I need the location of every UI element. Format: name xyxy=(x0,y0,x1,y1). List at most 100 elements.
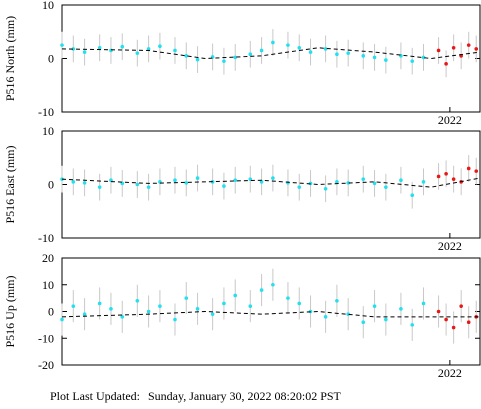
plot-frame xyxy=(61,257,481,366)
data-point xyxy=(82,312,87,316)
data-point xyxy=(222,59,226,63)
data-point xyxy=(421,301,426,306)
data-point xyxy=(271,282,275,287)
data-point xyxy=(286,43,290,47)
data-point xyxy=(335,52,339,57)
data-point xyxy=(97,185,102,189)
data-point xyxy=(146,47,151,51)
data-point xyxy=(384,58,388,62)
data-point xyxy=(323,47,328,51)
data-point xyxy=(361,177,366,181)
data-point xyxy=(173,178,177,183)
data-point xyxy=(248,52,253,57)
data-point xyxy=(135,51,140,55)
data-point xyxy=(308,50,313,54)
x-tick-label: 2022 xyxy=(438,113,462,127)
data-point xyxy=(233,293,238,298)
data-point xyxy=(335,180,339,184)
data-point xyxy=(146,185,151,189)
data-point xyxy=(158,304,162,308)
data-point xyxy=(158,44,162,48)
data-point xyxy=(474,47,479,51)
data-point xyxy=(459,304,463,308)
y-tick-label: 20 xyxy=(42,251,54,265)
footer-label: Plot Last Updated: xyxy=(50,389,140,403)
data-point xyxy=(421,180,426,184)
y-tick-label: -10 xyxy=(38,105,54,119)
y-axis-title: P516 North (mm) xyxy=(3,16,17,101)
data-point xyxy=(436,309,441,314)
data-point xyxy=(361,320,366,325)
y-tick-label: 0 xyxy=(48,305,54,319)
model-line xyxy=(61,47,481,60)
y-tick-label: 0 xyxy=(48,52,54,66)
x-tick-label: 2022 xyxy=(438,366,462,380)
model-line xyxy=(61,310,480,318)
data-point xyxy=(346,181,350,185)
data-point xyxy=(399,178,403,183)
data-point xyxy=(346,51,350,55)
data-point xyxy=(97,46,102,50)
data-point xyxy=(271,176,275,180)
data-point xyxy=(399,307,403,311)
data-point xyxy=(259,48,264,53)
data-point xyxy=(271,40,275,45)
data-point xyxy=(184,181,189,185)
data-point xyxy=(286,296,290,300)
data-point xyxy=(361,54,366,58)
data-point xyxy=(109,307,113,311)
data-point xyxy=(335,299,339,303)
data-point xyxy=(222,184,226,188)
x-tick-label: 2022 xyxy=(438,239,462,253)
footer-value: Sunday, January 30, 2022 08:20:02 PST xyxy=(148,389,342,403)
data-point xyxy=(135,182,140,187)
data-point xyxy=(210,312,215,316)
data-point xyxy=(451,177,456,181)
data-point xyxy=(421,55,426,60)
data-point xyxy=(466,43,471,47)
data-point xyxy=(120,315,125,319)
y-tick-label: -10 xyxy=(38,331,54,345)
data-point xyxy=(384,317,388,322)
data-point xyxy=(297,46,302,50)
data-point xyxy=(323,186,328,191)
data-point xyxy=(466,166,471,171)
data-point xyxy=(60,43,64,47)
data-point xyxy=(109,48,113,53)
data-point xyxy=(233,55,238,60)
y-axis-title: P516 Up (mm) xyxy=(3,275,17,347)
y-tick-label: -10 xyxy=(38,231,54,245)
data-point xyxy=(323,315,328,319)
data-point xyxy=(248,304,253,308)
data-point xyxy=(372,304,377,308)
data-point xyxy=(444,317,448,322)
data-point xyxy=(451,325,456,330)
data-point xyxy=(451,46,456,50)
y-tick-label: 10 xyxy=(42,0,54,12)
data-point xyxy=(82,181,87,185)
data-point xyxy=(466,320,471,325)
data-point xyxy=(146,309,151,314)
y-tick-label: 10 xyxy=(42,278,54,292)
data-point xyxy=(372,181,377,186)
data-point xyxy=(384,185,388,189)
data-point xyxy=(372,55,377,60)
data-point xyxy=(444,172,448,176)
data-point xyxy=(60,317,64,322)
data-point xyxy=(444,62,448,66)
data-point xyxy=(184,54,189,58)
data-point xyxy=(195,57,200,62)
data-point xyxy=(474,169,479,173)
data-point xyxy=(195,307,200,311)
data-point xyxy=(173,317,177,322)
data-point xyxy=(173,48,177,53)
data-point xyxy=(436,48,441,53)
data-point xyxy=(135,299,140,303)
data-point xyxy=(222,301,226,306)
y-tick-label: 10 xyxy=(42,124,54,138)
data-point xyxy=(97,301,102,306)
data-point xyxy=(410,323,415,327)
data-point xyxy=(71,180,76,184)
data-point xyxy=(436,174,441,179)
data-point xyxy=(120,44,125,49)
